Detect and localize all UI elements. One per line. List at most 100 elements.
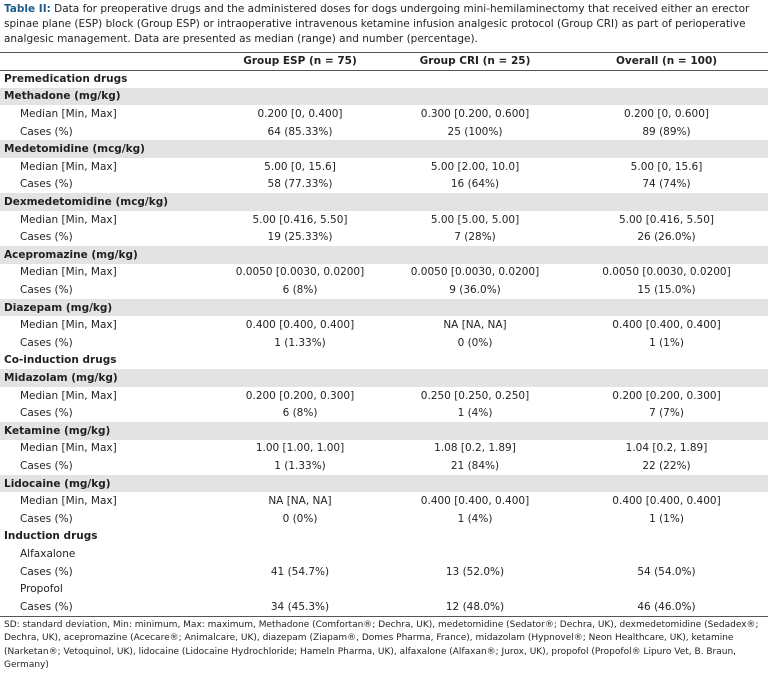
value-cell: 5.00 [0.416, 5.50] [618, 213, 715, 226]
section-title: Premedication drugs [4, 73, 128, 86]
group-row: Medetomidine (mcg/kg) [0, 140, 768, 159]
value-cell: 22 (22%) [642, 459, 691, 472]
caption: Table II: Data for preoperative drugs an… [0, 0, 768, 52]
group-heading: Methadone (mg/kg) [0, 87, 768, 106]
data-row: Cases (%) 58 (77.33%) 16 (64%) 74 (74%) [0, 176, 768, 194]
value-cell: 1.04 [0.2, 1.89] [625, 442, 708, 455]
value-cell: 7 (7%) [649, 407, 684, 420]
data-row: Cases (%) 0 (0%) 1 (4%) 1 (1%) [0, 510, 768, 528]
group-row: Methadone (mg/kg) [0, 87, 768, 106]
data-row: Cases (%) 41 (54.7%) 13 (52.0%) 54 (54.0%) [0, 563, 768, 581]
group-heading: Diazepam (mg/kg) [0, 298, 768, 317]
section-row: Induction drugs [0, 528, 768, 546]
value-cell: 41 (54.7%) [270, 565, 330, 578]
group-row: Acepromazine (mg/kg) [0, 246, 768, 264]
header-cell: Group ESP (n = 75) [215, 52, 385, 71]
value-cell: 1 (4%) [457, 512, 493, 525]
data-row: Cases (%) 34 (45.3%) 12 (48.0%) 46 (46.0%) [0, 598, 768, 616]
value-cell: 5.00 [0, 15.6] [630, 160, 703, 173]
data-row: Median [Min, Max] 0.200 [0.200, 0.300] 0.2… [0, 387, 768, 405]
data-row: Cases (%) 1 (1.33%) 0 (0%) 1 (1%) [0, 334, 768, 352]
value-cell: 6 (8%) [282, 284, 318, 297]
data-row: Median [Min, Max] 0.0050 [0.0030, 0.0200]… [0, 264, 768, 282]
value-cell: 5.00 [0, 15.6] [264, 160, 336, 173]
data-row: Cases (%) 6 (8%) 9 (36.0%) 15 (15.0%) [0, 281, 768, 299]
value-cell: 6 (8%) [282, 407, 318, 420]
value-cell: 13 (52.0%) [445, 565, 505, 578]
footnote: SD: standard deviation, Min: minimum, Ma… [0, 615, 768, 673]
value-cell: 0.200 [0.200, 0.300] [245, 389, 355, 402]
group-row: Ketamine (mg/kg) [0, 421, 768, 440]
header-row: Group ESP (n = 75) Group CRI (n = 25) Over… [0, 52, 768, 71]
row-label: Median [Min, Max] [20, 442, 117, 455]
value-cell: 54 (54.0%) [637, 565, 696, 578]
row-label: Median [Min, Max] [20, 266, 117, 279]
section-row: Co-induction drugs [0, 352, 768, 370]
row-label: Cases (%) [20, 336, 73, 349]
value-cell: 0.0050 [0.0030, 0.0200] [602, 266, 731, 279]
row-label: Cases (%) [20, 565, 73, 578]
header-cell: Group CRI (n = 25) [385, 52, 565, 71]
value-cell: 16 (64%) [450, 178, 500, 191]
value-cell: 1.00 [1.00, 1.00] [255, 442, 345, 455]
value-cell: 5.00 [2.00, 10.0] [430, 160, 520, 173]
row-label: Cases (%) [20, 284, 73, 297]
value-cell: 64 (85.33%) [267, 125, 333, 138]
value-cell: 0.400 [0.400, 0.400] [612, 319, 721, 332]
group-heading: Midazolam (mg/kg) [0, 369, 768, 387]
value-cell: 0.250 [0.250, 0.250] [420, 389, 530, 402]
group-heading: Ketamine (mg/kg) [0, 421, 768, 440]
value-cell: 15 (15.0%) [637, 284, 696, 297]
data-row: Median [Min, Max] 5.00 [0, 15.6] 5.00 [2.0… [0, 158, 768, 176]
data-row: Median [Min, Max] 5.00 [0.416, 5.50] 5.00 … [0, 211, 768, 229]
value-cell: 89 (89%) [642, 125, 691, 138]
value-cell: 19 (25.33%) [267, 231, 333, 244]
value-cell: 9 (36.0%) [449, 284, 501, 297]
value-cell: 25 (100%) [447, 125, 503, 138]
value-cell: 7 (28%) [454, 231, 496, 244]
group-row: Midazolam (mg/kg) [0, 369, 768, 387]
value-cell: 1.08 [0.2, 1.89] [434, 442, 516, 455]
row-label: Cases (%) [20, 125, 73, 138]
group-label: Propofol [20, 583, 63, 596]
group-heading: Medetomidine (mcg/kg) [0, 140, 768, 159]
header-cell: Overall (n = 100) [565, 52, 768, 71]
group-heading: Dexmedetomidine (mcg/kg) [0, 193, 768, 211]
group-label-row: Alfaxalone [0, 545, 768, 563]
group-row: Lidocaine (mg/kg) [0, 474, 768, 493]
value-cell: 0.400 [0.400, 0.400] [612, 495, 721, 508]
value-cell: 12 (48.0%) [445, 600, 505, 613]
value-cell: 1 (1%) [649, 512, 684, 525]
value-cell: 74 (74%) [642, 178, 691, 191]
data-table: Group ESP (n = 75) Group CRI (n = 25) Over… [0, 52, 768, 616]
group-row: Dexmedetomidine (mcg/kg) [0, 193, 768, 211]
value-cell: 0.400 [0.400, 0.400] [420, 495, 530, 508]
value-cell: 1 (1%) [649, 336, 684, 349]
data-row: Median [Min, Max] 0.400 [0.400, 0.400] NA … [0, 316, 768, 334]
row-label: Median [Min, Max] [20, 108, 117, 121]
value-cell: 1 (1.33%) [274, 459, 326, 472]
group-heading: Acepromazine (mg/kg) [0, 246, 768, 264]
value-cell: 21 (84%) [450, 459, 500, 472]
section-title: Induction drugs [4, 530, 98, 543]
row-label: Median [Min, Max] [20, 160, 117, 173]
value-cell: 0.400 [0.400, 0.400] [245, 319, 355, 332]
value-cell: NA [NA, NA] [268, 495, 332, 508]
value-cell: 0 (0%) [457, 336, 493, 349]
data-row: Cases (%) 1 (1.33%) 21 (84%) 22 (22%) [0, 457, 768, 475]
section-row: Premedication drugs [0, 70, 768, 88]
group-row: Diazepam (mg/kg) [0, 298, 768, 317]
value-cell: 5.00 [0.416, 5.50] [252, 213, 348, 226]
value-cell: 0.0050 [0.0030, 0.0200] [235, 266, 365, 279]
data-row: Median [Min, Max] 0.200 [0, 0.400] 0.300 [… [0, 105, 768, 123]
group-label: Alfaxalone [20, 547, 76, 560]
value-cell: 0.200 [0, 0.400] [257, 108, 343, 121]
caption-label: Table II: [4, 3, 51, 15]
caption-text: Data for preoperative drugs and the admi… [4, 3, 750, 45]
value-cell: 5.00 [5.00, 5.00] [430, 213, 520, 226]
row-label: Median [Min, Max] [20, 389, 117, 402]
row-label: Cases (%) [20, 178, 73, 191]
value-cell: 0.0050 [0.0030, 0.0200] [410, 266, 540, 279]
value-cell: 0.200 [0.200, 0.300] [612, 389, 721, 402]
row-label: Cases (%) [20, 231, 73, 244]
